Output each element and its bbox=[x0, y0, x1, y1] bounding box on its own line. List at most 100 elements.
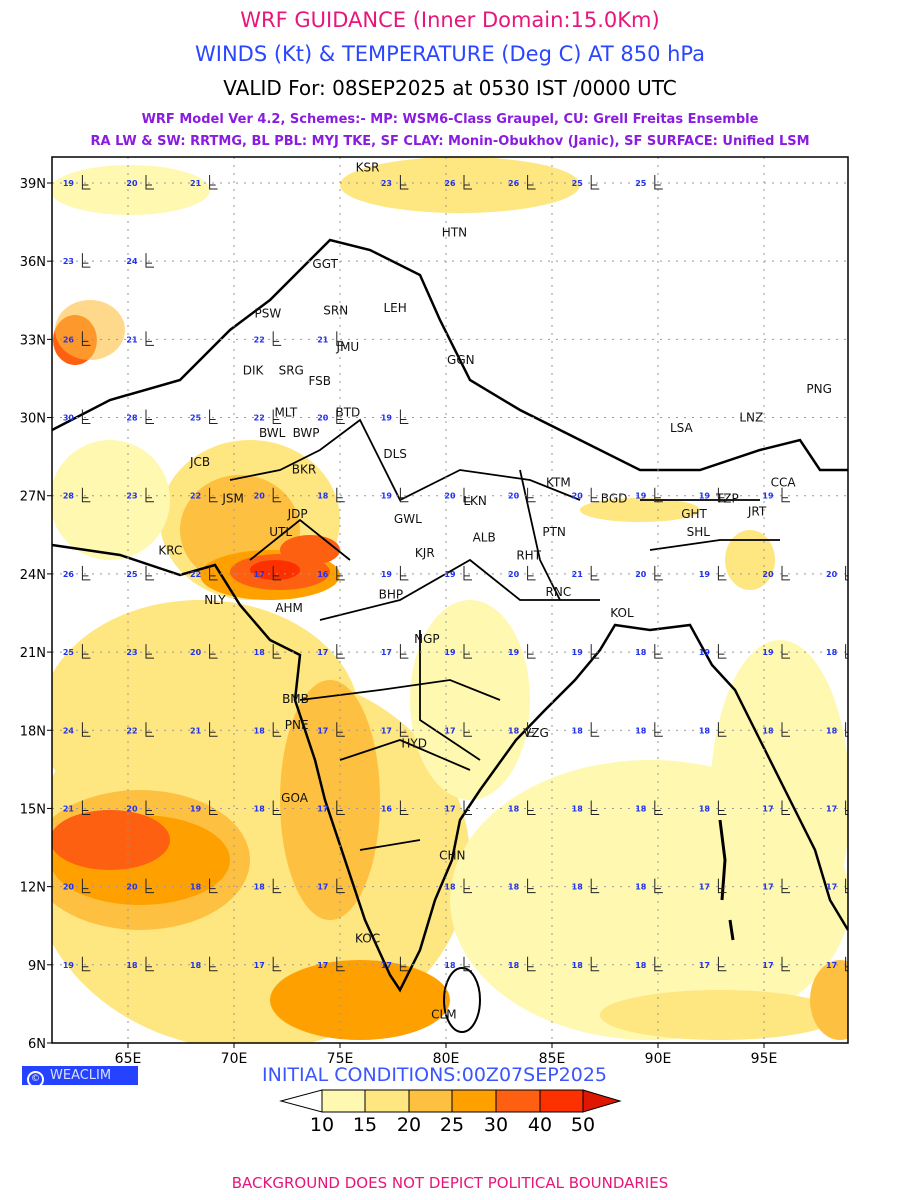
temperature-value: 28 bbox=[126, 414, 138, 423]
city-label: FSB bbox=[308, 374, 331, 388]
city-label: NGP bbox=[414, 632, 440, 646]
map-frame bbox=[51, 156, 849, 1044]
wind-barb bbox=[145, 722, 154, 737]
wind-barb bbox=[717, 956, 727, 972]
temperature-value: 19 bbox=[699, 492, 711, 501]
wind-barb bbox=[399, 565, 409, 581]
temperature-value: 20 bbox=[126, 179, 138, 188]
wind-barb bbox=[527, 565, 536, 581]
temperature-value: 19 bbox=[635, 492, 647, 501]
brand-label: WEACLIM bbox=[50, 1068, 112, 1083]
city-label: CCA bbox=[771, 476, 797, 490]
temperature-value: 19 bbox=[381, 570, 393, 579]
temperature-value: 19 bbox=[699, 570, 711, 579]
wind-barb bbox=[272, 878, 282, 894]
wind-barb bbox=[781, 644, 790, 659]
lat-tick-label: 39N bbox=[20, 177, 46, 192]
temperature-value: 26 bbox=[63, 335, 75, 344]
wind-barb bbox=[272, 565, 282, 581]
city-label: GGT bbox=[312, 257, 338, 271]
wind-barb bbox=[336, 565, 345, 581]
temperature-value: 22 bbox=[190, 570, 201, 579]
colorbar-swatch bbox=[364, 1089, 410, 1113]
temperature-value: 18 bbox=[190, 961, 202, 970]
temperature-value: 26 bbox=[508, 179, 520, 188]
wind-barb bbox=[145, 175, 154, 190]
wind-barb bbox=[654, 487, 663, 503]
andaman-islands bbox=[718, 819, 735, 941]
lat-tick-label: 33N bbox=[20, 333, 46, 348]
wind-barb bbox=[81, 800, 91, 815]
wind-barb bbox=[145, 487, 154, 503]
wind-barb bbox=[527, 878, 536, 894]
wind-barb bbox=[717, 487, 727, 503]
wind-barb bbox=[527, 800, 536, 815]
wind-barb bbox=[654, 565, 663, 581]
temperature-value: 20 bbox=[126, 883, 138, 892]
temperature-value: 26 bbox=[444, 179, 456, 188]
temperature-value: 18 bbox=[126, 961, 138, 970]
wind-barb bbox=[399, 644, 409, 659]
city-label: GOA bbox=[281, 791, 309, 805]
wind-barb bbox=[336, 409, 345, 425]
city-label: GWL bbox=[394, 512, 422, 526]
city-label: LSA bbox=[670, 421, 694, 435]
temperature-value: 18 bbox=[635, 961, 647, 970]
wind-barb bbox=[463, 565, 472, 581]
lon-tick-label: 80E bbox=[433, 1051, 460, 1067]
temperature-value: 19 bbox=[63, 961, 75, 970]
latitude-axis: 39N 36N 33N 30N 27N 24N 21N 18N 15N 12N 9N 6N bbox=[20, 177, 52, 1052]
colorbar-label: 20 bbox=[396, 1114, 422, 1136]
wind-barb bbox=[145, 253, 154, 268]
wind-barb bbox=[209, 175, 218, 190]
wind-barb bbox=[272, 644, 282, 659]
temperature-value: 21 bbox=[126, 335, 138, 344]
wind-barb bbox=[399, 800, 409, 815]
wind-barb bbox=[399, 409, 409, 425]
lat-tick-label: 36N bbox=[20, 255, 46, 270]
colorbar-label: 25 bbox=[439, 1114, 465, 1136]
wind-barb bbox=[272, 487, 282, 503]
weaclim-badge: © WEACLIM bbox=[22, 1066, 138, 1088]
temperature-value: 19 bbox=[381, 492, 393, 501]
city-label: RHT bbox=[516, 549, 541, 563]
city-label: BWP bbox=[293, 426, 320, 440]
wind-barb bbox=[845, 565, 848, 581]
lat-tick-label: 30N bbox=[20, 412, 46, 427]
temperature-value: 21 bbox=[572, 570, 584, 579]
wind-barb bbox=[590, 722, 600, 737]
wind-barb bbox=[463, 722, 472, 737]
temperature-value: 16 bbox=[317, 570, 329, 579]
temperature-value: 18 bbox=[572, 804, 584, 813]
wind-barbs bbox=[81, 175, 848, 972]
temperature-value: 23 bbox=[126, 648, 137, 657]
city-label: DIK bbox=[243, 364, 265, 378]
wind-barb bbox=[527, 644, 536, 659]
temperature-value: 17 bbox=[699, 883, 710, 892]
wind-barb bbox=[590, 800, 600, 815]
temperature-value: 18 bbox=[572, 961, 584, 970]
colorbar-label: 15 bbox=[352, 1114, 378, 1136]
temperature-value: 22 bbox=[254, 414, 265, 423]
wind-barb bbox=[336, 800, 345, 815]
temperature-value: 17 bbox=[444, 726, 455, 735]
city-label: LNZ bbox=[739, 411, 763, 425]
wind-barb bbox=[463, 175, 472, 190]
temperature-value: 18 bbox=[254, 726, 266, 735]
temperature-value: 24 bbox=[126, 257, 138, 266]
city-label: BGD bbox=[601, 491, 628, 505]
wind-barb bbox=[336, 644, 345, 659]
wind-barb bbox=[209, 878, 218, 894]
wind-barb bbox=[145, 565, 154, 581]
temperature-value: 18 bbox=[826, 726, 838, 735]
wind-barb bbox=[81, 956, 91, 972]
temperature-value: 18 bbox=[254, 648, 266, 657]
wind-barb bbox=[781, 878, 790, 894]
temperature-value: 17 bbox=[317, 961, 328, 970]
temperature-value: 17 bbox=[699, 961, 710, 970]
wind-barb bbox=[654, 956, 663, 972]
coastline bbox=[52, 238, 848, 993]
wind-barb bbox=[81, 409, 91, 425]
temperature-value: 20 bbox=[63, 883, 75, 892]
temperature-value: 18 bbox=[508, 726, 520, 735]
